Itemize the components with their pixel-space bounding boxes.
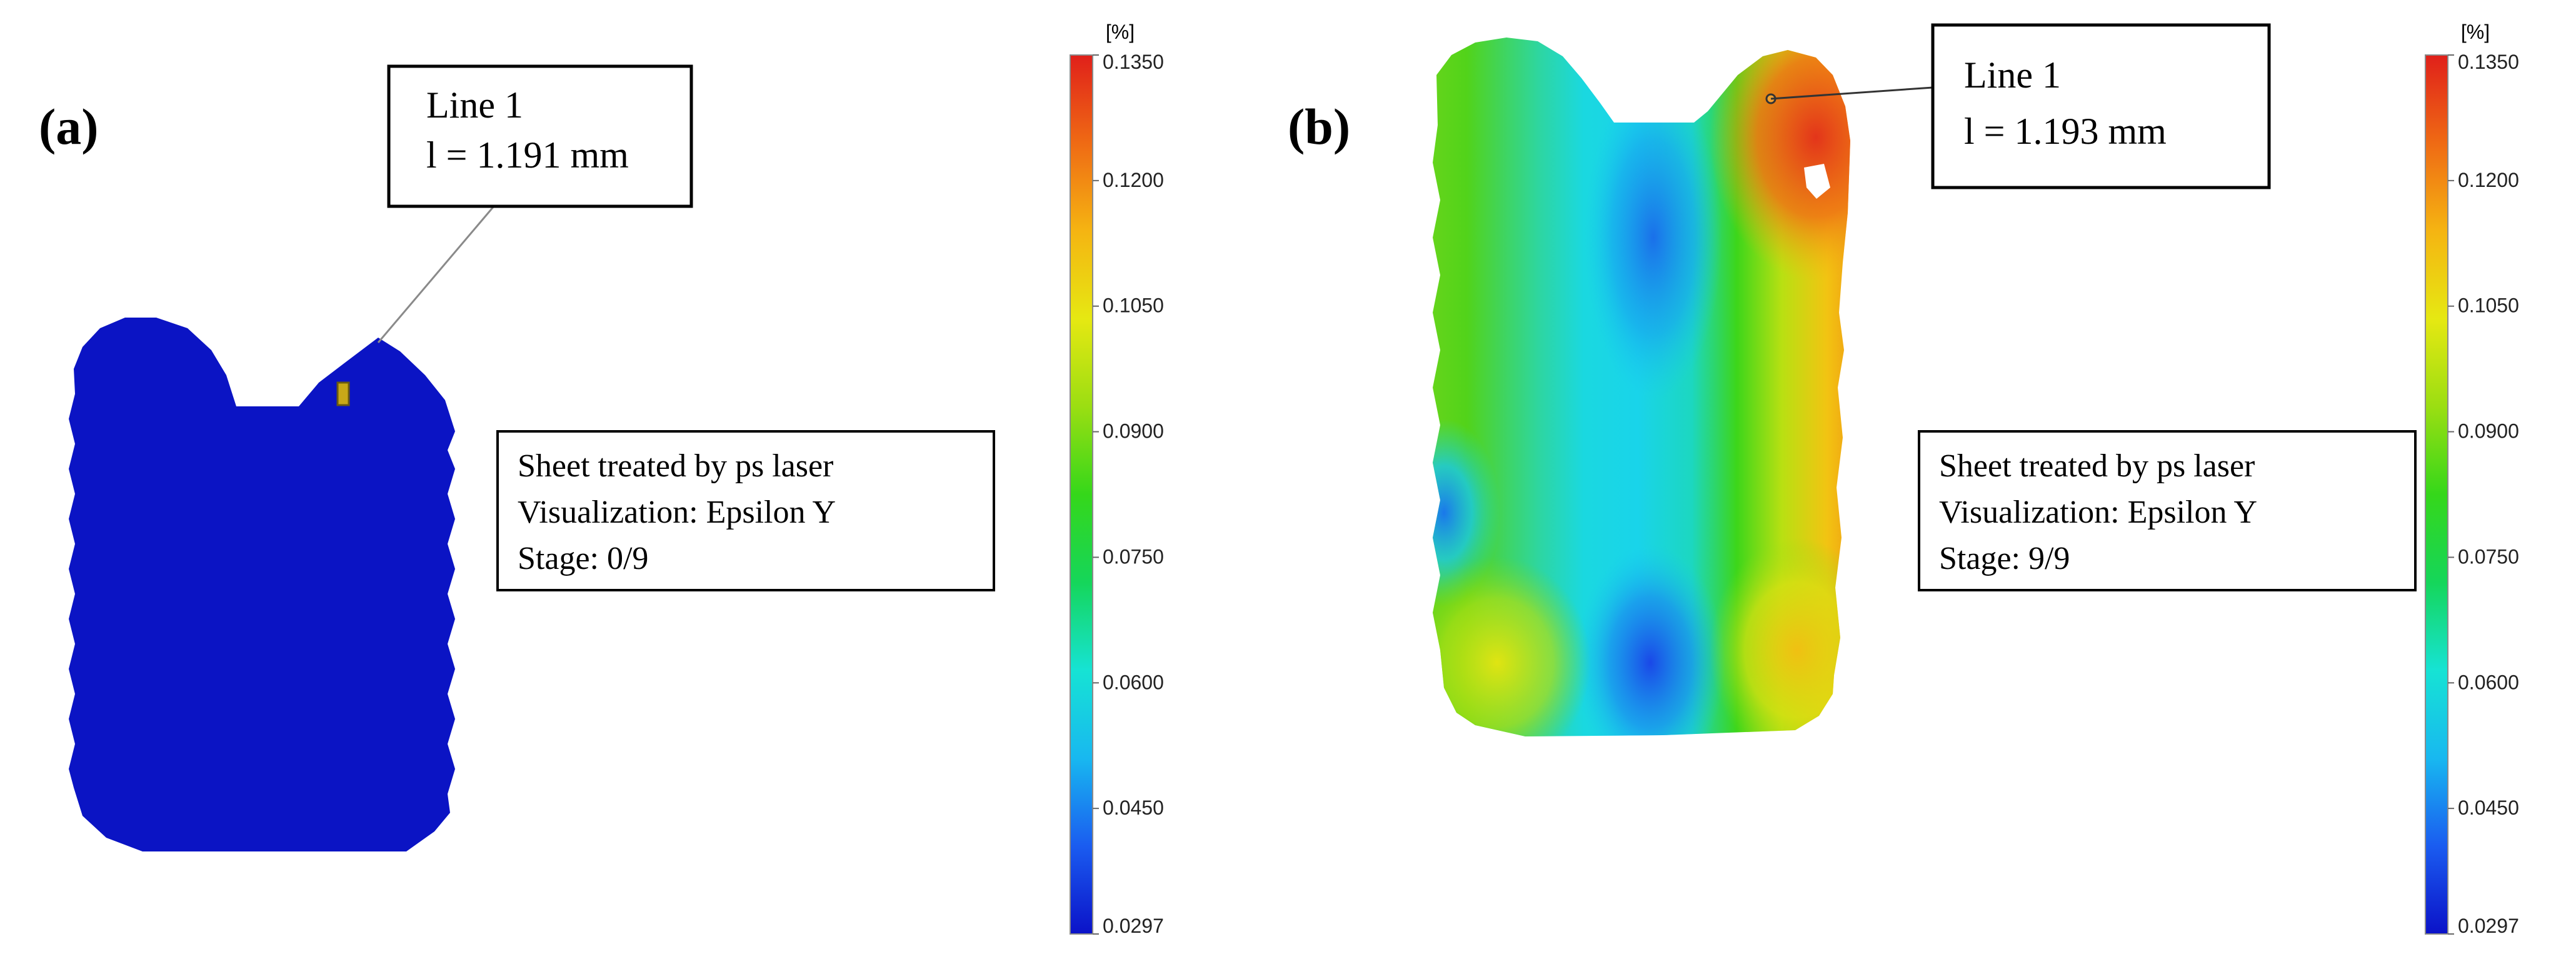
colorbar-tick-label-b: 0.1050: [2458, 294, 2519, 317]
colorbar-a: [%] 0.1350 0.1200 0.1050 0.0900 0.0750 0.0600…: [1070, 21, 1164, 937]
info-box-a: [496, 430, 995, 591]
callout-box-a: [387, 64, 693, 208]
callout-length-a: l = 1.191 mm: [426, 134, 629, 176]
callout-leader-a: [377, 206, 495, 343]
info-line2-b: Visualization: Epsilon Y: [1939, 495, 2257, 530]
colorbar-gradient-a: [1070, 54, 1093, 935]
callout-length-b: l = 1.193 mm: [1964, 111, 2167, 152]
colorbar-tick-label-a: 0.1200: [1103, 169, 1164, 191]
colorbar-tick-label-a: 0.0450: [1103, 796, 1164, 819]
colorbar-tick-label-a: 0.0900: [1103, 420, 1164, 443]
panel-a: (a) Line 1 l = 1.191 mm Sheet treated by…: [39, 21, 1164, 937]
panel-label-a: (a): [39, 98, 99, 155]
colorbar-tick-label-a: 0.1350: [1103, 51, 1164, 73]
info-line1-a: Sheet treated by ps laser: [518, 448, 833, 484]
panel-label-b: (b): [1288, 98, 1350, 155]
colorbar-unit-b: [%]: [2461, 21, 2490, 43]
callout-line-label-b: Line 1: [1964, 54, 2061, 96]
colorbar-b: [%] 0.1350 0.1200 0.1050 0.0900 0.0750 0.0600…: [2425, 21, 2519, 937]
callout-box-b: [1931, 23, 2271, 189]
info-line2-a: Visualization: Epsilon Y: [518, 495, 836, 530]
colorbar-tick-label-b: 0.0297: [2458, 915, 2519, 937]
info-box-b: [1918, 430, 2417, 591]
colorbar-tick-label-a: 0.0600: [1103, 671, 1164, 693]
info-line1-b: Sheet treated by ps laser: [1939, 448, 2255, 484]
colorbar-tick-label-a: 0.0750: [1103, 545, 1164, 568]
colorbar-unit-a: [%]: [1106, 21, 1135, 43]
callout-leader-b: [1770, 86, 1933, 100]
panel-b: (b) Line 1 l = 1.193 mm Sheet treated by…: [1288, 0, 2576, 959]
colorbar-tick-label-b: 0.0900: [2458, 420, 2519, 443]
colorbar-tick-label-b: 0.0750: [2458, 545, 2519, 568]
panel-a-figure: (a) Line 1 l = 1.191 mm Sheet treated by…: [39, 21, 1164, 937]
strain-field-b: [1433, 38, 1850, 736]
colorbar-tick-label-b: 0.1350: [2458, 51, 2519, 73]
panel-b-figure: (b) Line 1 l = 1.193 mm Sheet treated by…: [1288, 21, 2519, 937]
colorbar-gradient-b: [2425, 54, 2448, 935]
colorbar-tick-label-a: 0.1050: [1103, 294, 1164, 317]
colorbar-tick-label-b: 0.0600: [2458, 671, 2519, 693]
callout-line-label-a: Line 1: [426, 84, 523, 126]
colorbar-tick-label-b: 0.1200: [2458, 169, 2519, 191]
info-line3-a: Stage: 0/9: [518, 541, 648, 576]
colorbar-tick-label-a: 0.0297: [1103, 915, 1164, 937]
info-line3-b: Stage: 9/9: [1939, 541, 2070, 576]
specimen-shape-a: [69, 318, 455, 851]
colorbar-tick-label-b: 0.0450: [2458, 796, 2519, 819]
line-marker-a: [336, 381, 350, 406]
